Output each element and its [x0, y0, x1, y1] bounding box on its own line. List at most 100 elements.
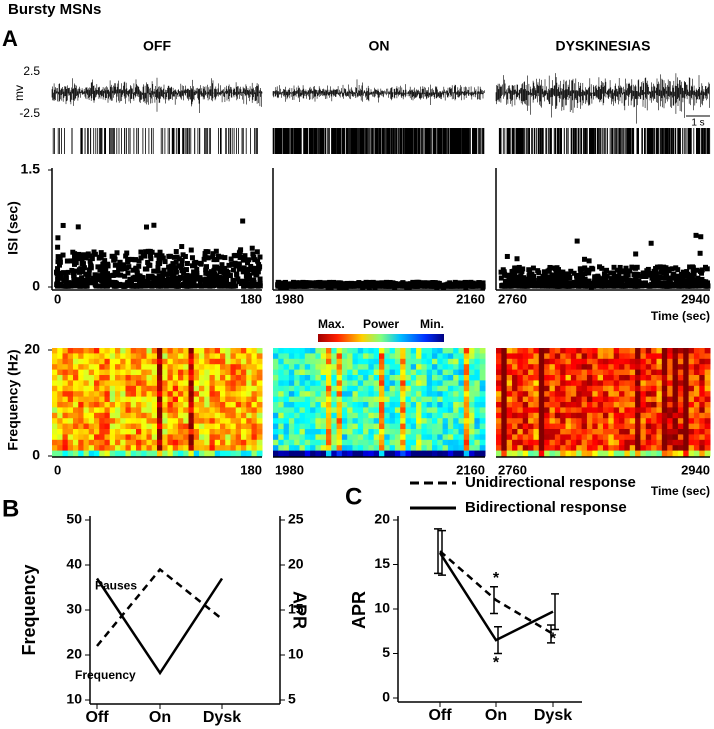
spectrogram-cell [613, 402, 620, 408]
spectrogram-cell [522, 445, 529, 452]
spectrogram-cell [83, 385, 90, 392]
spectrogram-cell [336, 407, 343, 414]
isi-point [253, 272, 259, 278]
spectrogram-cell [320, 450, 327, 457]
spectrogram-cell [533, 418, 540, 425]
spectrogram-cell [565, 348, 572, 354]
spectrogram-cell [538, 353, 545, 360]
spectrogram-cell [624, 429, 631, 435]
spectrogram-cell [528, 412, 534, 419]
spectrogram-cell [204, 429, 210, 435]
isi-point [648, 271, 654, 277]
spectrogram-cell [458, 353, 465, 360]
isi-point [658, 269, 664, 275]
spectrogram-cell [130, 369, 137, 376]
spectrogram-cell [554, 353, 561, 360]
spectrogram-cell [130, 423, 137, 430]
spectrogram-cell [230, 429, 237, 435]
spectrogram-cell [230, 348, 237, 354]
spectrogram-cell [640, 407, 647, 414]
spectrogram-cell [99, 407, 105, 414]
spectrogram-cell [592, 412, 599, 419]
spectrogram-cell [528, 445, 534, 452]
isi-point [514, 256, 520, 262]
isi-point [541, 269, 547, 275]
spectrogram-cell [178, 434, 184, 441]
spectrogram-cell [442, 396, 449, 403]
spectrogram-cell [656, 391, 663, 398]
spectrogram-cell [522, 364, 529, 371]
spectrogram-cell [576, 369, 583, 376]
isi-point [189, 273, 195, 279]
spectrogram-cell [141, 353, 147, 360]
spectrogram-cell [656, 353, 663, 360]
spectrogram-cell [209, 445, 216, 452]
spectrogram-cell [331, 353, 338, 360]
isi-point [681, 283, 687, 289]
spectrogram-cell [474, 445, 481, 452]
spectrogram-cell [204, 434, 210, 441]
spectrogram-cell [629, 439, 636, 446]
spectrogram-cell [506, 369, 513, 376]
isi-point [540, 273, 546, 279]
isi-point [553, 270, 559, 276]
spectrogram-cell [672, 402, 679, 408]
spectrogram-cell [405, 434, 412, 441]
spectrogram-cell [517, 429, 524, 435]
spectrogram-cell [373, 434, 380, 441]
spectrogram-cell [613, 385, 620, 392]
spectrogram-cell [52, 364, 58, 371]
spectrogram-cell [560, 450, 567, 457]
spectrogram-cell [315, 407, 322, 414]
spectrogram-cell [283, 369, 290, 376]
spectrogram-cell [193, 450, 200, 457]
isi-point [617, 264, 623, 270]
spectrogram-cell [592, 353, 599, 360]
spectrogram-cell [645, 450, 652, 457]
spectrogram-cell [603, 407, 609, 414]
spectrogram-cell [458, 429, 465, 435]
spectrogram-cell [544, 369, 550, 376]
spectrogram-cell [109, 407, 116, 414]
spectrogram-cell [125, 439, 132, 446]
spectrogram-cell [199, 364, 205, 371]
spectrogram-cell [299, 391, 306, 398]
y2-tick-label: 10 [288, 646, 304, 662]
spectrogram-cell [512, 439, 518, 446]
spectrogram-cell [437, 391, 444, 398]
spectrogram-cell [283, 445, 290, 452]
spectrogram-cell [389, 439, 396, 446]
spectrogram-cell [363, 358, 369, 365]
spectrogram-cell [172, 429, 179, 435]
spectrogram-cell [549, 429, 556, 435]
spectrogram-cell [597, 412, 604, 419]
spectrogram-cell [299, 445, 306, 452]
isi-point [184, 260, 190, 266]
isi-point [234, 272, 240, 278]
spectrogram-cell [347, 358, 353, 365]
spectrogram-cell [141, 450, 147, 457]
spectrogram-cell [624, 402, 631, 408]
spectrogram-cell [405, 353, 412, 360]
spectrogram-cell [220, 429, 226, 435]
spectrogram-cell [394, 439, 401, 446]
spectrogram-cell [704, 439, 711, 446]
spectrogram-cell [172, 369, 179, 376]
spectrogram-cell [608, 445, 615, 452]
spectrogram-cell [204, 396, 210, 403]
spectrogram-cell [320, 445, 327, 452]
spectrogram-cell [78, 412, 84, 419]
spectrogram-cell [699, 369, 706, 376]
spectrogram-cell [320, 375, 327, 381]
spectrogram-cell [474, 450, 481, 457]
isi-point [575, 276, 581, 282]
spectrogram-cell [453, 445, 459, 452]
spectrogram-cell [157, 391, 163, 398]
y-tick-label: 0 [32, 278, 40, 294]
spectrogram-cell [167, 429, 174, 435]
spectrogram-cell [251, 348, 258, 354]
spectrogram-cell [331, 391, 338, 398]
spectrogram-cell [225, 369, 231, 376]
spectrogram-cell [608, 369, 615, 376]
spectrogram-cell [57, 369, 63, 376]
